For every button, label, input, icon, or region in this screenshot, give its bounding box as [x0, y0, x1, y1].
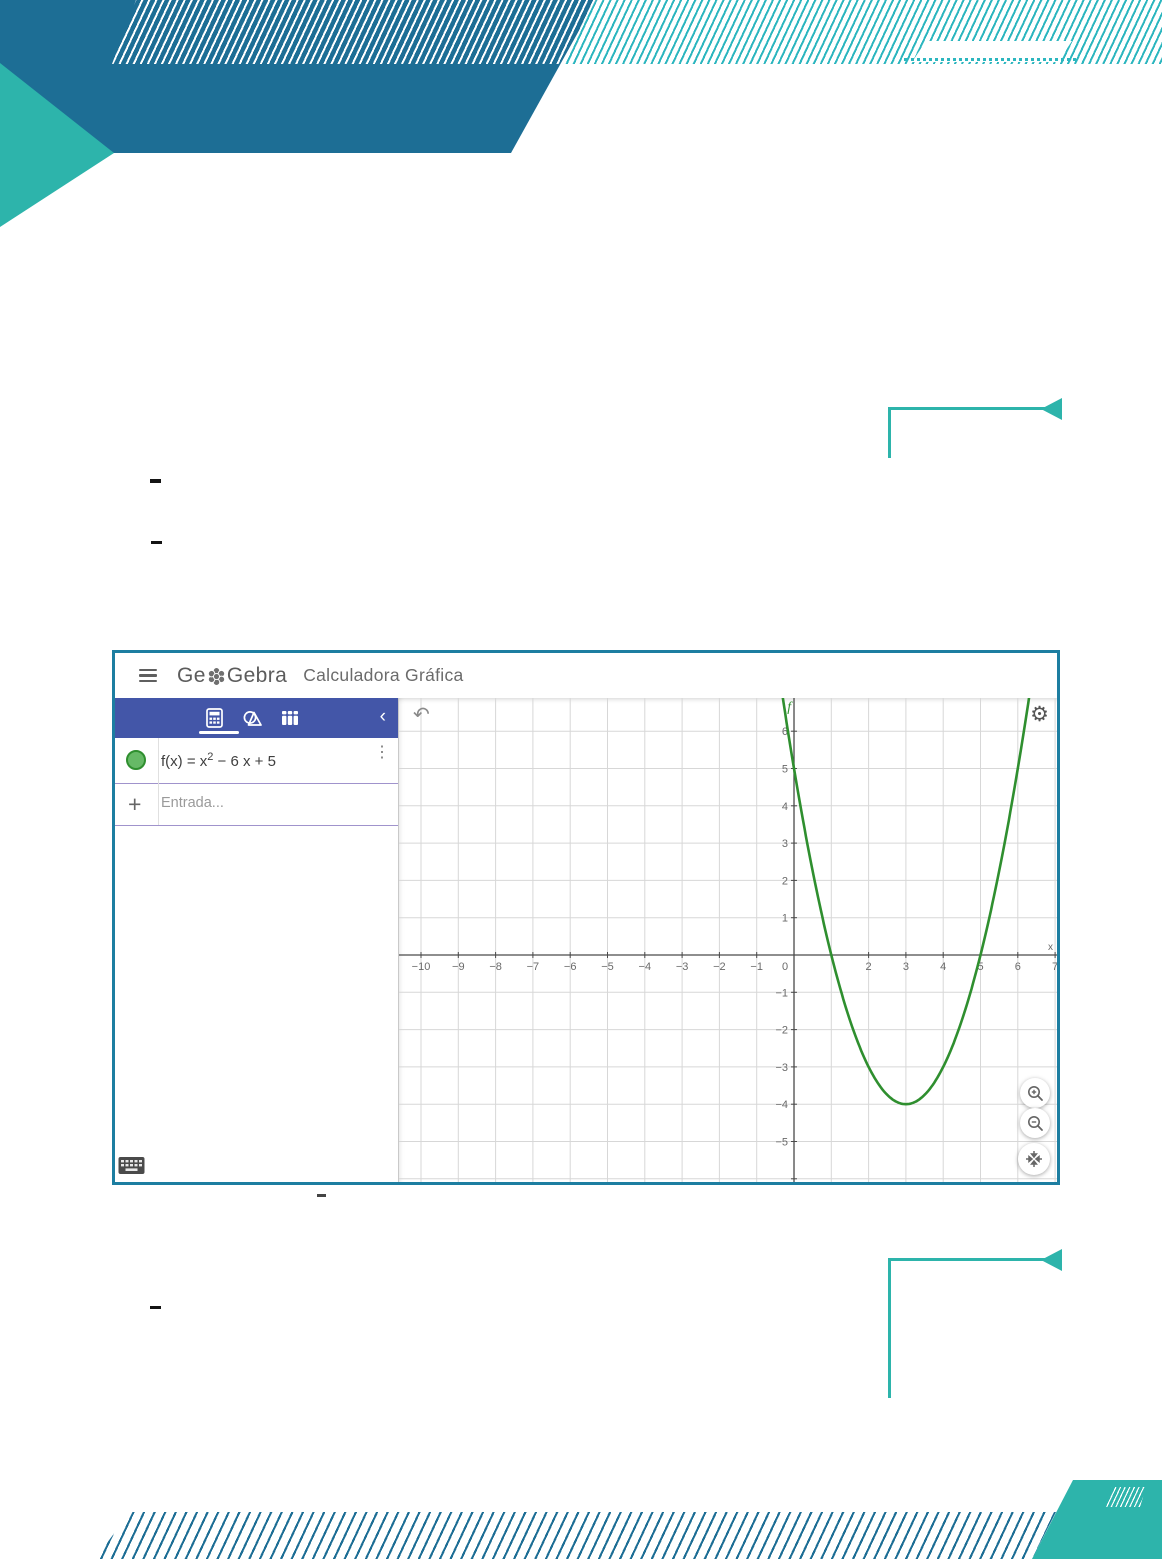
decorative-label-box [912, 41, 1072, 62]
svg-text:−5: −5 [601, 961, 614, 973]
decorative-header-hatch-teal [561, 0, 1162, 64]
svg-text:−7: −7 [527, 961, 540, 973]
svg-text:7: 7 [1052, 961, 1057, 973]
callout-bracket-top [888, 398, 1062, 460]
settings-gear-icon[interactable]: ⚙ [1030, 703, 1049, 726]
standard-view-button[interactable] [1018, 1143, 1050, 1175]
decorative-header-hatch-white [112, 0, 596, 64]
graph-svg[interactable]: −10 −9 −8 −7 −6 −5 −4 −3 −2 −1 0 2 3 4 5 6 7654321−1−2−3… [399, 698, 1057, 1182]
function-formula: f(x) = x2 − 6 x + 5 [161, 751, 276, 770]
app-title: Calculadora Gráfica [303, 665, 464, 685]
svg-text:6: 6 [1015, 961, 1021, 973]
bracket-line [888, 407, 1053, 410]
svg-text:2: 2 [782, 875, 788, 887]
svg-text:−8: −8 [489, 961, 502, 973]
input-placeholder: Entrada... [161, 795, 224, 811]
bracket-line [888, 1258, 891, 1398]
zoom-out-button[interactable] [1020, 1108, 1050, 1138]
function-row[interactable]: f(x) = x2 − 6 x + 5 ⋮ [115, 738, 398, 784]
logo-text-suffix: Gebra [226, 663, 288, 687]
bracket-arrow-icon [1041, 1249, 1062, 1271]
calculator-icon [205, 708, 223, 728]
svg-text:4: 4 [940, 961, 946, 973]
svg-text:3: 3 [903, 961, 909, 973]
svg-text:1: 1 [782, 913, 788, 925]
table-icon [282, 711, 298, 725]
svg-text:−10: −10 [412, 961, 431, 973]
graph-view[interactable]: −10 −9 −8 −7 −6 −5 −4 −3 −2 −1 0 2 3 4 5 6 7 6 5 4 3 2 1 −1 −2 −3… [399, 698, 1057, 1182]
text-dash-marker [151, 541, 162, 544]
svg-text:4: 4 [782, 801, 788, 813]
zoom-in-button[interactable] [1020, 1078, 1050, 1108]
tab-table[interactable] [279, 706, 301, 730]
geogebra-body: ‹ f(x) = x2 − 6 x + 5 ⋮ + Entrada... [115, 698, 1057, 1182]
svg-text:−9: −9 [452, 961, 465, 973]
svg-text:−4: −4 [775, 1099, 788, 1111]
text-dash-marker [150, 1306, 161, 1309]
undo-button[interactable]: ↶ [413, 704, 430, 726]
geogebra-header: Ge Gebra Calculadora Gráfica [115, 653, 1057, 698]
svg-text:−2: −2 [713, 961, 726, 973]
svg-text:5: 5 [782, 764, 788, 776]
virtual-keyboard-button[interactable] [118, 1156, 145, 1180]
logo-text-prefix: Ge [177, 663, 206, 687]
svg-text:−1: −1 [750, 961, 763, 973]
decorative-dotted-line [904, 58, 1076, 61]
svg-text:−6: −6 [564, 961, 577, 973]
function-visibility-toggle[interactable] [126, 750, 146, 770]
input-row[interactable]: + Entrada... [115, 784, 398, 826]
zoom-out-icon [1027, 1115, 1043, 1131]
callout-bracket-bottom [888, 1249, 1062, 1400]
bracket-line [888, 407, 891, 458]
sidebar-toolbar: ‹ [115, 698, 398, 738]
geogebra-logo: Ge Gebra [177, 664, 287, 688]
fit-view-icon [1026, 1151, 1042, 1167]
svg-text:3: 3 [782, 838, 788, 850]
add-input-plus-icon[interactable]: + [128, 791, 142, 817]
tab-algebra-calculator[interactable] [203, 706, 225, 730]
bracket-arrow-icon [1041, 398, 1062, 420]
decorative-footer-hatch [95, 1512, 1056, 1559]
algebra-sidebar: ‹ f(x) = x2 − 6 x + 5 ⋮ + Entrada... [115, 698, 399, 1182]
svg-text:2: 2 [866, 961, 872, 973]
tools-icon [243, 711, 262, 726]
svg-text:−2: −2 [775, 1025, 788, 1037]
decorative-footer-mini-hatch [1106, 1487, 1146, 1507]
svg-text:6: 6 [782, 726, 788, 738]
keyboard-icon [118, 1157, 145, 1174]
svg-text:f: f [787, 700, 793, 715]
menu-hamburger-icon[interactable] [139, 666, 157, 686]
svg-text:−4: −4 [639, 961, 652, 973]
geogebra-flower-icon [207, 667, 225, 686]
tab-geometry-tools[interactable] [241, 706, 263, 730]
svg-text:−1: −1 [775, 987, 788, 999]
bracket-line [888, 1258, 1053, 1261]
collapse-sidebar-chevron[interactable]: ‹ [379, 706, 386, 727]
row-menu-kebab-icon[interactable]: ⋮ [374, 744, 390, 761]
svg-text:−3: −3 [775, 1062, 788, 1074]
svg-text:0: 0 [782, 961, 788, 973]
svg-text:x: x [1048, 942, 1053, 953]
text-dash-marker [150, 479, 161, 483]
zoom-in-icon [1027, 1085, 1043, 1101]
text-dash-marker [317, 1194, 326, 1197]
sidebar-column-divider [158, 738, 159, 825]
svg-text:5: 5 [977, 961, 983, 973]
active-tab-underline [199, 730, 239, 734]
geogebra-window: Ge Gebra Calculadora Gráfica [112, 650, 1060, 1185]
svg-text:−3: −3 [676, 961, 689, 973]
svg-text:−5: −5 [775, 1137, 788, 1149]
